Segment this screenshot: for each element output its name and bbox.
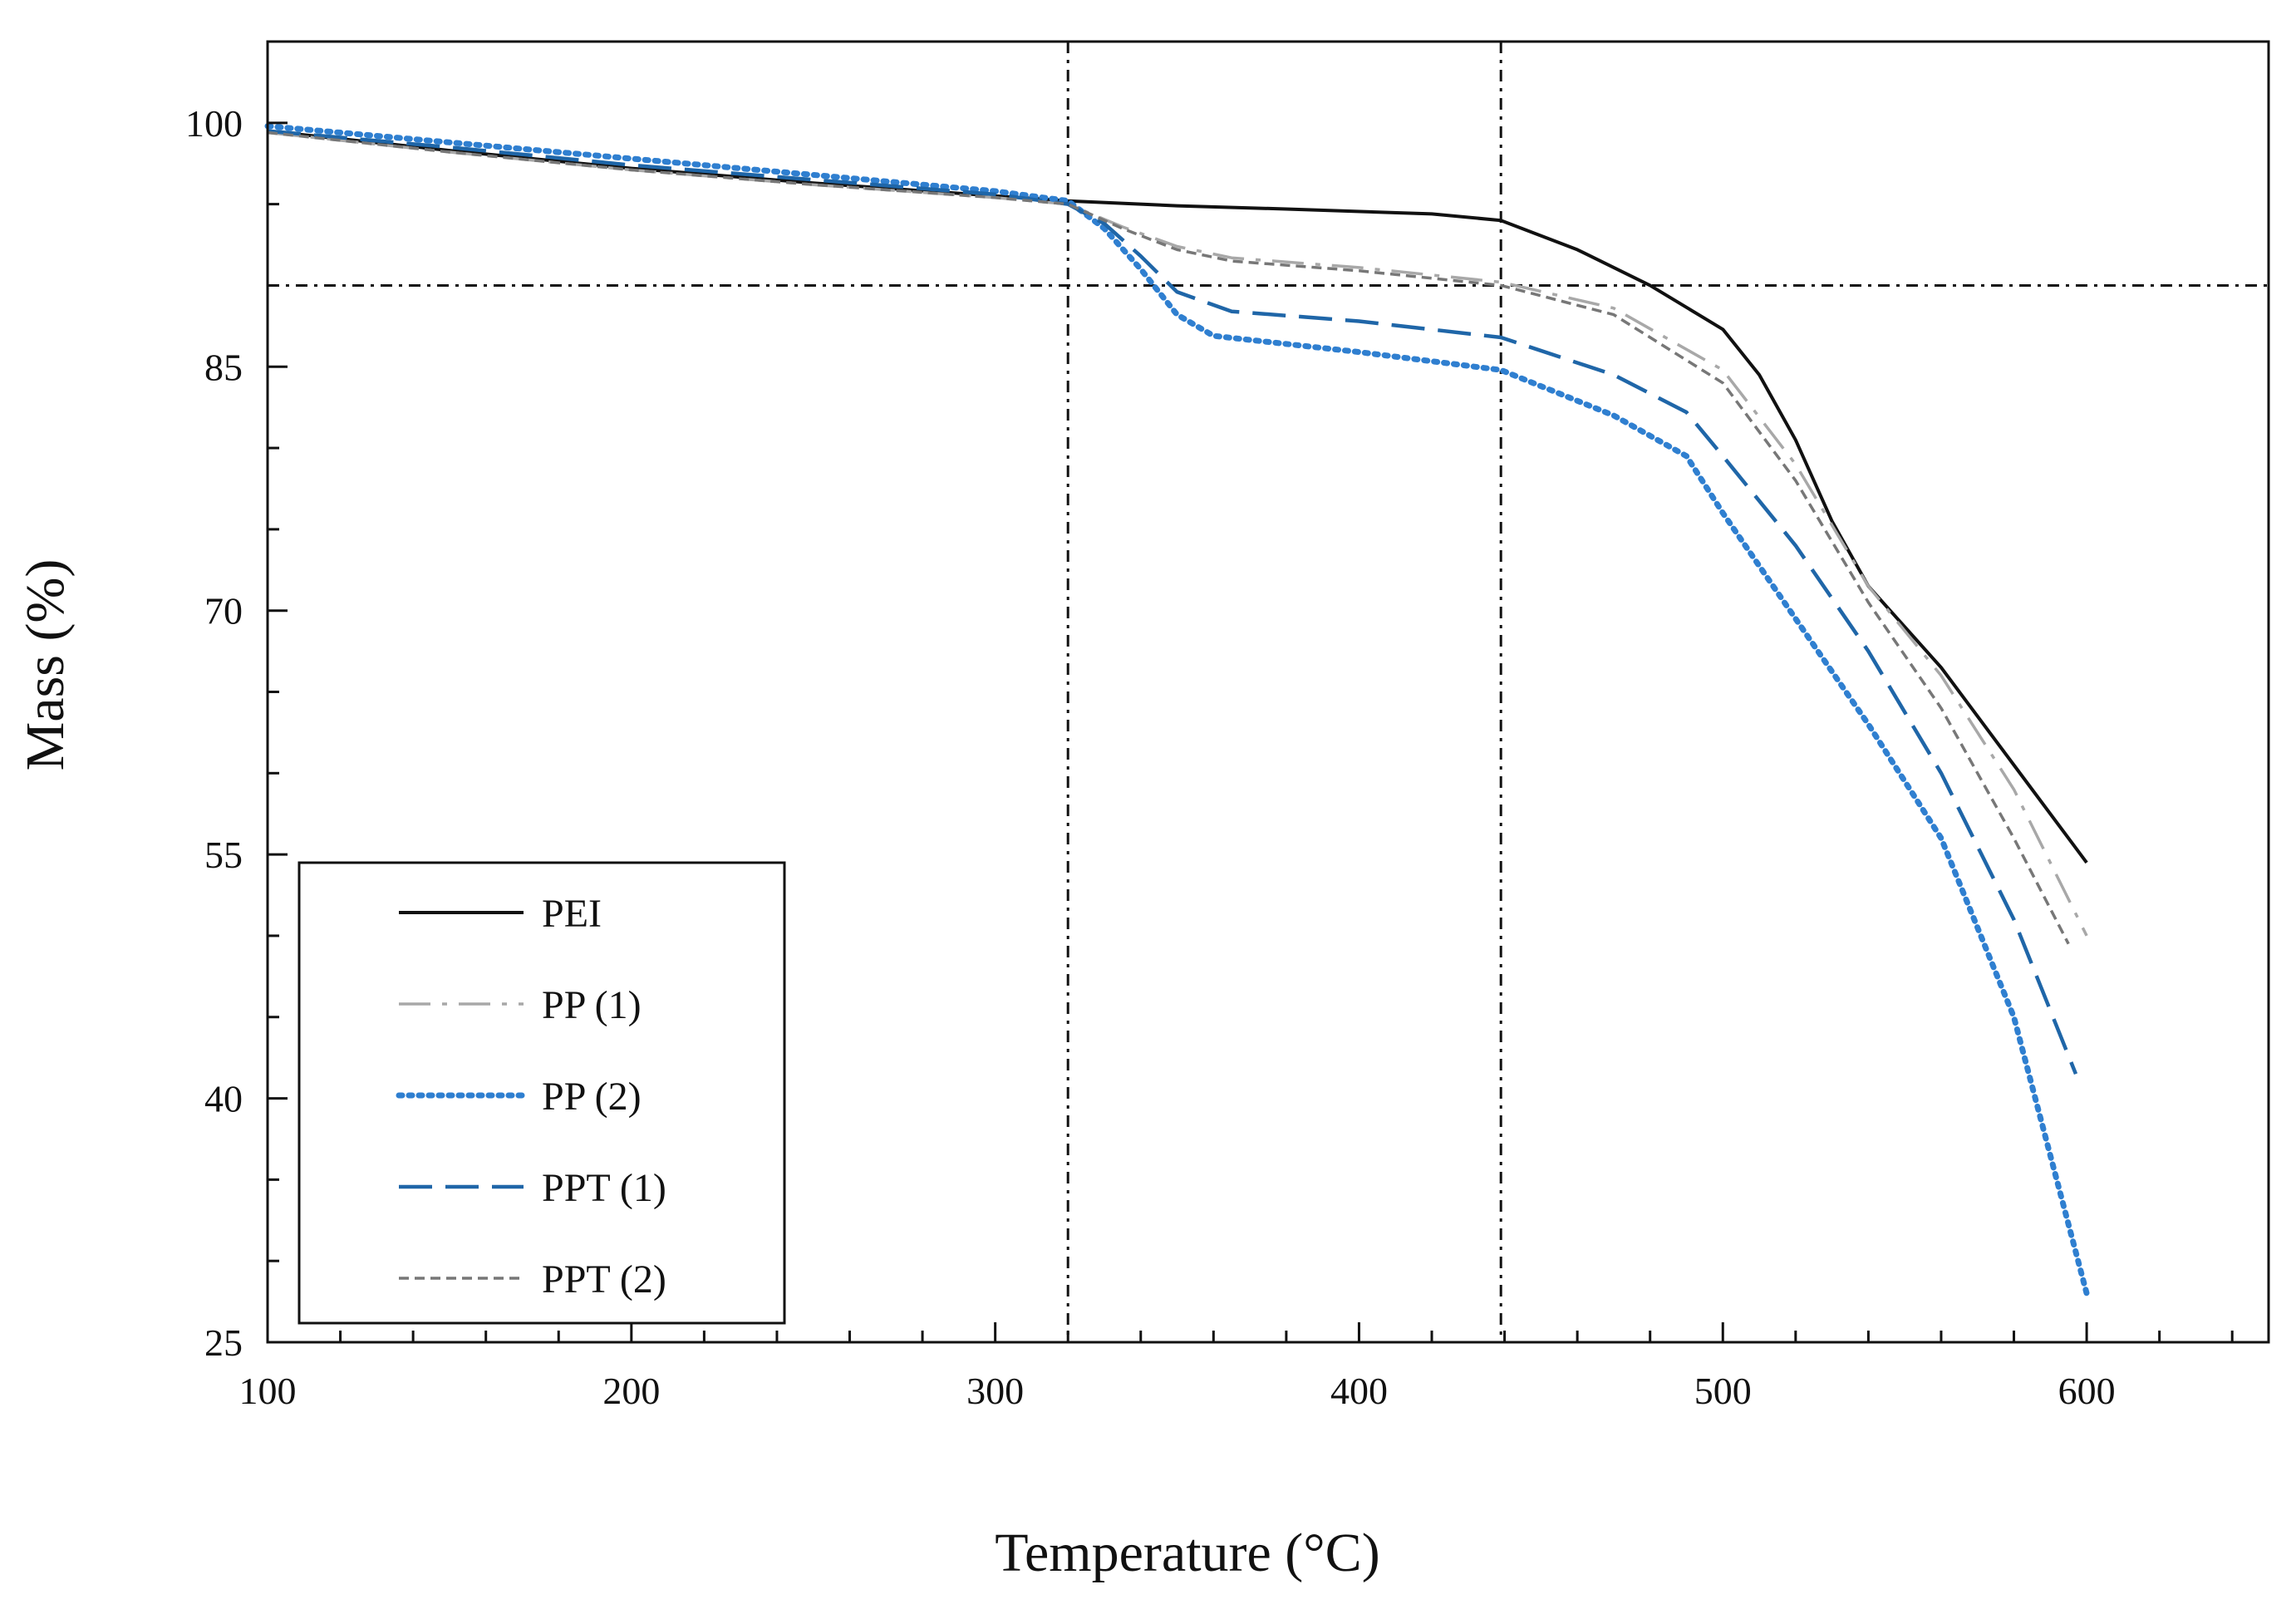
series-line-pp-2 — [264, 123, 2090, 1297]
legend-label: PPT (2) — [542, 1257, 666, 1301]
y-axis-title: Mass (%) — [15, 559, 76, 771]
y-tick-label: 25 — [204, 1321, 243, 1364]
legend-label: PEI — [542, 892, 602, 936]
x-tick-label: 300 — [966, 1370, 1024, 1412]
series-line-ppt-1 — [267, 129, 2078, 1075]
x-tick-label: 400 — [1330, 1370, 1388, 1412]
reference-lines-layer — [268, 42, 2269, 1342]
x-tick-label: 100 — [239, 1370, 297, 1412]
legend: PEI PP (1) PP (2) PPT (1) PPT (2) — [297, 861, 786, 1325]
y-tick-label: 55 — [204, 834, 243, 876]
legend-label: PP (2) — [542, 1075, 642, 1119]
x-tick-label: 200 — [602, 1370, 660, 1412]
series-layer — [264, 123, 2090, 1297]
legend-label: PP (1) — [542, 983, 642, 1027]
y-tick-label: 85 — [204, 346, 243, 388]
y-tick-label: 70 — [204, 590, 243, 632]
series-line-pp-1 — [267, 130, 2088, 937]
series-line-ppt-2 — [267, 130, 2070, 945]
y-tick-label: 100 — [185, 102, 243, 145]
legend-label: PPT (1) — [542, 1166, 666, 1210]
axes-layer: 100 200 300 400 500 600 25 40 55 70 85 100 — [185, 40, 2270, 1412]
x-axis-title: Temperature (°C) — [995, 1523, 1379, 1583]
x-tick-label: 600 — [2058, 1370, 2116, 1412]
legend-box — [297, 861, 786, 1325]
y-tick-label: 40 — [204, 1078, 243, 1120]
x-tick-label: 500 — [1694, 1370, 1752, 1412]
